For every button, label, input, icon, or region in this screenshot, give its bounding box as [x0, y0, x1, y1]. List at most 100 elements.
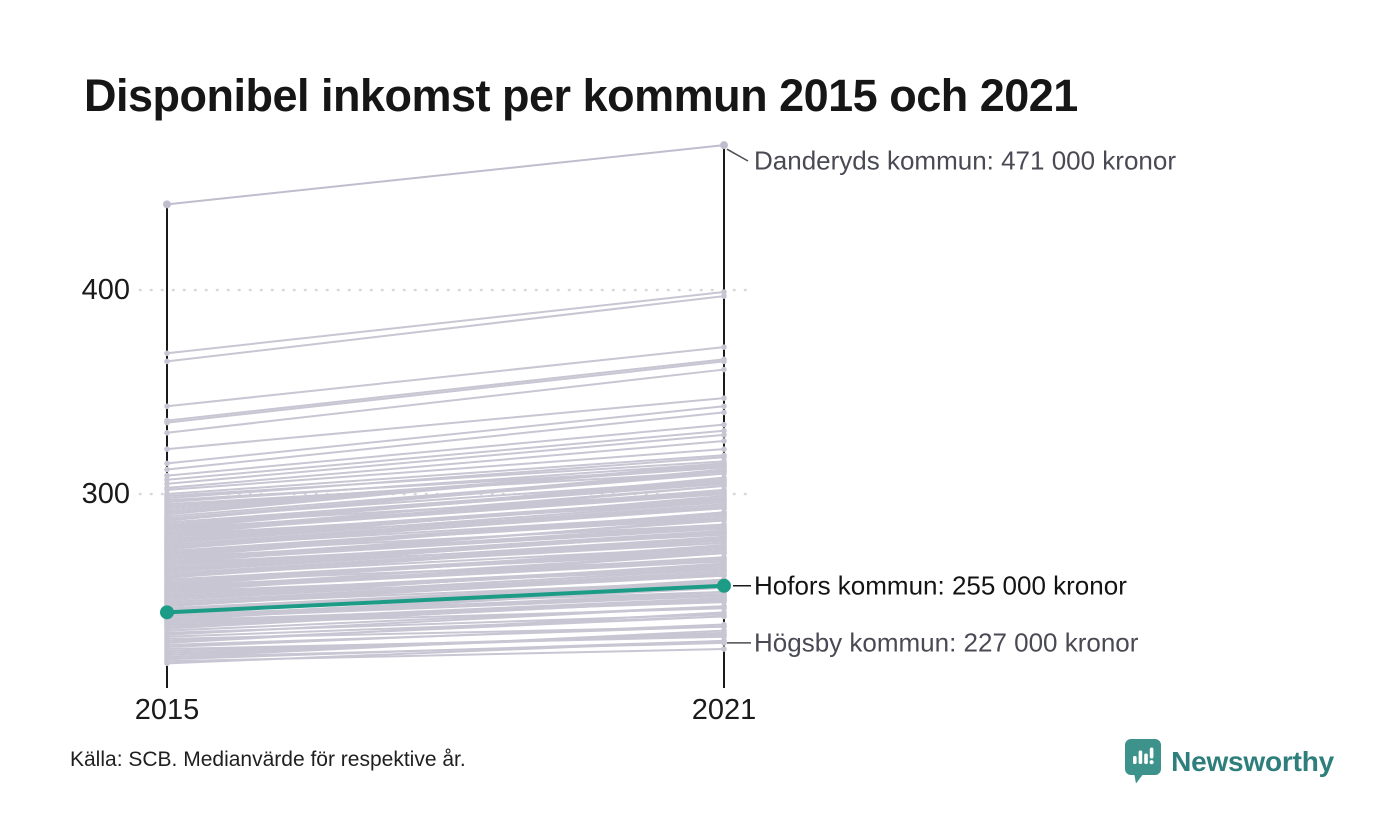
background-municipality-33-line [166, 488, 725, 534]
background-municipality-47-line [166, 523, 725, 563]
background-municipality-19-dot-2015 [164, 501, 170, 508]
background-municipality-7-dot-2021 [721, 403, 727, 410]
background-municipality-97-line [166, 639, 725, 665]
background-municipality-130-line [166, 546, 725, 585]
background-municipality-135-dot-2021 [721, 562, 727, 569]
background-municipality-90-dot-2021 [721, 634, 727, 640]
background-municipality-42-line [166, 513, 725, 553]
background-municipality-41-line [166, 505, 725, 551]
background-municipality-120-dot-2015 [164, 560, 170, 567]
background-municipality-70-dot-2021 [721, 578, 727, 585]
background-municipality-47-dot-2015 [164, 558, 170, 565]
background-municipality-47-dot-2021 [721, 521, 727, 528]
newsworthy-wordmark: Newsworthy [1171, 745, 1334, 777]
background-municipality-39-dot-2015 [164, 542, 170, 548]
background-municipality-69-line [166, 572, 725, 608]
background-municipality-83-line [166, 605, 725, 636]
background-municipality-104-dot-2015 [164, 527, 170, 534]
background-municipality-83-dot-2015 [164, 631, 170, 638]
background-municipality-107-dot-2015 [164, 534, 170, 540]
background-municipality-37-line [166, 497, 725, 542]
background-municipality-132-dot-2015 [164, 585, 170, 591]
background-municipality-19-dot-2021 [721, 468, 727, 475]
background-municipality-138-dot-2021 [721, 566, 727, 573]
background-municipality-18-line [166, 462, 725, 504]
background-municipality-85-dot-2021 [721, 623, 727, 630]
background-municipality-93-line [166, 631, 725, 657]
background-municipality-34-dot-2015 [164, 532, 170, 538]
background-municipality-71-dot-2015 [164, 607, 170, 614]
background-municipality-76-dot-2021 [721, 599, 727, 605]
y-tick-400: 400 [81, 274, 130, 306]
background-municipality-27-dot-2015 [164, 517, 170, 524]
background-municipality-98-dot-2015 [164, 515, 170, 522]
background-municipality-82-line [166, 613, 725, 634]
background-municipality-3-line [166, 358, 725, 422]
newsworthy-logo[interactable]: Newsworthy [1124, 738, 1334, 785]
background-municipality-102-dot-2015 [164, 523, 170, 530]
background-municipality-77-line [166, 599, 725, 624]
background-municipality-107-line [166, 497, 725, 538]
background-municipality-1-dot-2015 [164, 358, 170, 365]
background-municipality-4-dot-2021 [721, 358, 727, 365]
background-municipality-123-line [166, 531, 725, 571]
danderyd-dot-2015 [163, 200, 171, 209]
background-municipality-136-dot-2015 [164, 593, 170, 599]
background-municipality-98-line [166, 472, 725, 520]
background-municipality-131-dot-2015 [164, 583, 170, 589]
background-municipality-21-line [166, 464, 725, 510]
background-municipality-62-dot-2015 [164, 589, 170, 595]
background-municipality-49-dot-2021 [721, 529, 727, 536]
background-municipality-127-line [166, 535, 725, 579]
background-municipality-8-dot-2015 [164, 466, 170, 473]
background-municipality-31-dot-2021 [721, 474, 727, 481]
background-municipality-16-dot-2021 [721, 454, 727, 461]
background-municipality-139-dot-2015 [164, 599, 170, 605]
background-municipality-126-dot-2015 [164, 572, 170, 579]
background-municipality-53-dot-2015 [164, 570, 170, 577]
background-municipality-111-line [166, 507, 725, 546]
background-municipality-52-line [166, 529, 725, 573]
background-municipality-15-dot-2015 [164, 493, 170, 499]
background-municipality-133-dot-2015 [164, 587, 170, 593]
background-municipality-125-dot-2021 [721, 540, 727, 546]
background-municipality-28-dot-2021 [721, 478, 727, 485]
background-municipality-119-dot-2015 [164, 558, 170, 565]
background-municipality-114-line [166, 517, 725, 553]
background-municipality-117-dot-2021 [721, 525, 727, 532]
background-municipality-57-dot-2021 [721, 556, 727, 563]
background-municipality-68-line [166, 580, 725, 606]
background-municipality-80-line [166, 597, 725, 630]
background-municipality-92-dot-2015 [164, 650, 170, 656]
background-municipality-76-dot-2015 [164, 617, 170, 624]
background-municipality-18-dot-2015 [164, 499, 170, 505]
background-municipality-133-dot-2021 [721, 558, 727, 565]
background-municipality-142-line [166, 584, 725, 610]
background-municipality-108-line [166, 507, 725, 540]
background-municipality-60-dot-2021 [721, 556, 727, 563]
hogsby-line [166, 641, 725, 659]
background-municipality-35-dot-2021 [721, 497, 727, 503]
background-municipality-51-dot-2021 [721, 529, 727, 536]
background-municipality-14-dot-2021 [721, 452, 727, 459]
background-municipality-98-dot-2021 [721, 470, 727, 477]
background-municipality-127-dot-2021 [721, 534, 727, 540]
background-municipality-60-line [166, 558, 725, 589]
background-municipality-52-dot-2021 [721, 527, 727, 534]
background-municipality-107-dot-2021 [721, 495, 727, 501]
background-municipality-93-dot-2021 [721, 629, 727, 636]
background-municipality-114-dot-2021 [721, 515, 727, 522]
background-municipality-61-dot-2021 [721, 554, 727, 561]
background-municipality-83-dot-2021 [721, 603, 727, 609]
background-municipality-30-line [166, 480, 725, 528]
background-municipality-16-dot-2015 [164, 495, 170, 501]
background-municipality-96-dot-2015 [164, 658, 170, 665]
background-municipality-143-line [166, 582, 725, 612]
background-municipality-80-dot-2015 [164, 625, 170, 632]
background-municipality-92-dot-2021 [721, 631, 727, 638]
background-municipality-72-line [166, 580, 725, 614]
background-municipality-73-dot-2021 [721, 576, 727, 583]
background-municipality-86-dot-2021 [721, 613, 727, 620]
background-municipality-61-line [166, 556, 725, 591]
background-municipality-122-dot-2015 [164, 564, 170, 571]
